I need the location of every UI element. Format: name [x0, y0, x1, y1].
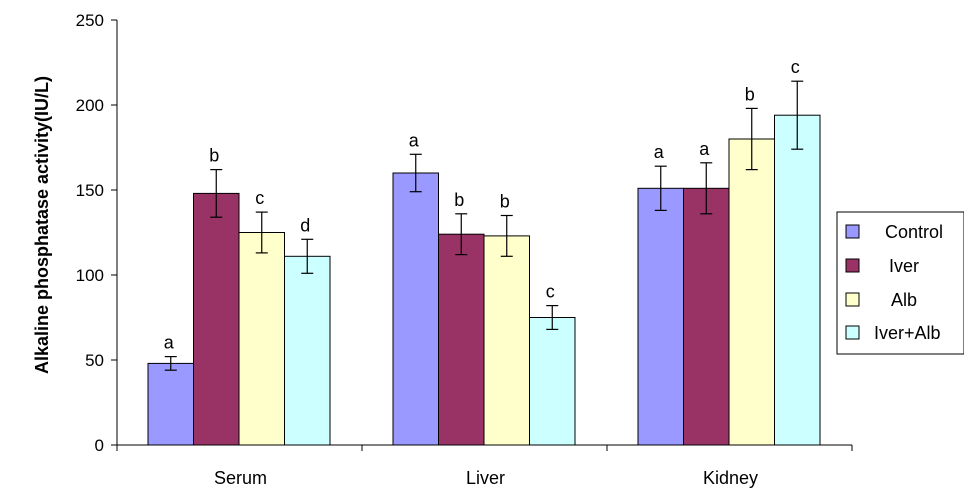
bar: [438, 233, 485, 446]
x-category-label: Kidney: [703, 468, 758, 488]
significance-label: c: [546, 282, 555, 302]
y-axis-title: Alkaline phosphatase activity(IU/L): [32, 76, 52, 374]
bar: [637, 187, 684, 446]
bar: [193, 192, 240, 446]
legend-swatch: [845, 292, 860, 307]
significance-label: a: [409, 130, 420, 150]
significance-label: a: [654, 142, 665, 162]
y-tick-label: 100: [76, 266, 104, 285]
y-tick-label: 0: [95, 436, 104, 455]
significance-label: d: [300, 215, 310, 235]
legend: Control Iver Alb Iver+Alb: [836, 211, 964, 355]
bar: [284, 255, 331, 446]
bar: [392, 172, 439, 446]
bar: [683, 187, 730, 446]
bar: [774, 114, 821, 446]
y-tick-label: 150: [76, 181, 104, 200]
significance-label: b: [500, 192, 510, 212]
legend-label: Alb: [891, 290, 917, 310]
significance-label: b: [209, 146, 219, 166]
y-axis-title-group: Alkaline phosphatase activity(IU/L): [32, 76, 52, 374]
legend-label: Iver+Alb: [874, 323, 941, 343]
legend-swatch: [845, 325, 860, 340]
bar: [483, 235, 530, 446]
axes: 0 50 100 150 200 250 Serum Liver Kidney: [76, 11, 853, 488]
significance-label: a: [164, 333, 175, 353]
legend-swatch: [845, 258, 860, 273]
bar: [147, 362, 194, 446]
significance-label: b: [454, 190, 464, 210]
bar: [529, 317, 576, 446]
y-tick-label: 250: [76, 11, 104, 30]
significance-label: b: [745, 84, 755, 104]
significance-label: c: [255, 188, 264, 208]
bars-group: a b c d a b b c a a b c: [147, 57, 821, 446]
significance-label: c: [791, 57, 800, 77]
significance-label: a: [699, 139, 710, 159]
legend-label: Iver: [889, 256, 919, 276]
legend-label: Control: [885, 222, 943, 242]
bar: [238, 232, 285, 446]
legend-swatch: [845, 224, 860, 239]
y-tick-label: 50: [85, 351, 104, 370]
y-tick-label: 200: [76, 96, 104, 115]
bar: [728, 138, 775, 446]
x-category-label: Serum: [214, 468, 267, 488]
x-category-label: Liver: [466, 468, 505, 488]
